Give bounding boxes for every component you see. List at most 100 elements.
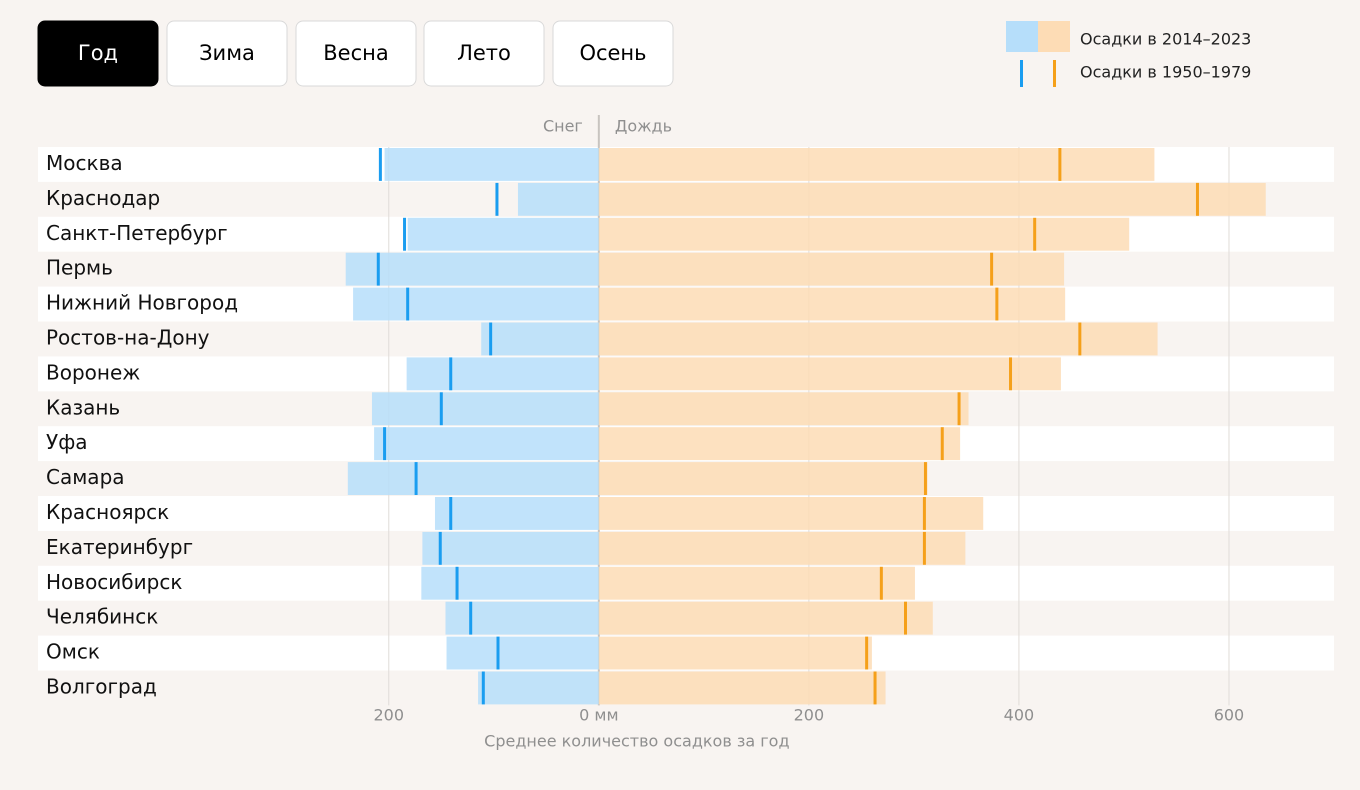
bar bbox=[598, 182, 1266, 216]
category-label: Самара bbox=[46, 465, 125, 489]
past-marker bbox=[481, 671, 485, 705]
past-marker bbox=[469, 601, 473, 635]
bar bbox=[345, 252, 599, 286]
past-marker bbox=[496, 636, 500, 670]
tab-button[interactable] bbox=[552, 20, 674, 87]
bar bbox=[446, 636, 599, 670]
tab-label[interactable]: Год bbox=[78, 41, 118, 65]
category-label: Ростов-на-Дону bbox=[46, 325, 210, 349]
bar bbox=[347, 462, 599, 495]
past-marker bbox=[940, 427, 944, 461]
bar bbox=[598, 427, 961, 461]
tab-label[interactable]: Зима bbox=[199, 41, 255, 65]
bar bbox=[598, 357, 1061, 391]
past-marker bbox=[438, 531, 442, 565]
past-marker bbox=[1033, 217, 1037, 251]
legend-label: Осадки в 2014–2023 bbox=[1080, 30, 1251, 49]
past-marker bbox=[922, 497, 926, 530]
category-label: Уфа bbox=[46, 430, 88, 454]
bar bbox=[406, 357, 599, 391]
x-tick-label: 200 bbox=[374, 706, 405, 725]
tab-button[interactable] bbox=[295, 20, 417, 87]
past-marker bbox=[376, 252, 380, 286]
category-label: Казань bbox=[46, 395, 120, 419]
past-marker bbox=[489, 322, 493, 356]
category-label: Новосибирск bbox=[46, 570, 182, 594]
category-label: Омск bbox=[46, 640, 100, 664]
past-marker bbox=[1078, 322, 1082, 356]
bar bbox=[422, 531, 599, 565]
bar bbox=[371, 392, 599, 426]
legend-swatch bbox=[1038, 21, 1070, 52]
bar bbox=[598, 392, 969, 426]
tab-button[interactable] bbox=[423, 20, 545, 87]
category-label: Нижний Новгород bbox=[46, 291, 238, 315]
x-tick-label: 400 bbox=[1004, 706, 1035, 725]
bar bbox=[421, 566, 599, 600]
past-marker bbox=[1009, 357, 1013, 391]
past-marker bbox=[995, 287, 999, 321]
bar bbox=[478, 671, 599, 705]
bar bbox=[384, 148, 599, 181]
bar bbox=[598, 287, 1066, 321]
x-tick-label: 0 мм bbox=[579, 706, 618, 725]
tab-button[interactable] bbox=[166, 20, 288, 87]
past-marker bbox=[904, 601, 908, 635]
x-axis-title: Среднее количество осадков за год bbox=[484, 732, 789, 751]
bar bbox=[353, 287, 599, 321]
past-marker bbox=[383, 427, 387, 461]
past-marker bbox=[455, 566, 459, 600]
bar bbox=[598, 252, 1065, 286]
bar bbox=[374, 427, 599, 461]
past-marker bbox=[1058, 148, 1062, 181]
bar bbox=[517, 182, 599, 216]
past-marker bbox=[873, 671, 877, 705]
past-marker bbox=[449, 497, 453, 530]
bar bbox=[598, 671, 886, 705]
legend-swatch bbox=[1006, 21, 1038, 52]
bar bbox=[598, 497, 984, 530]
past-marker bbox=[495, 182, 499, 216]
category-label: Пермь bbox=[46, 256, 113, 280]
past-marker bbox=[449, 357, 453, 391]
category-label: Челябинск bbox=[46, 605, 158, 629]
bar bbox=[598, 148, 1155, 181]
bar bbox=[407, 217, 599, 251]
past-marker bbox=[879, 566, 883, 600]
tab-label[interactable]: Весна bbox=[323, 41, 388, 65]
past-marker bbox=[990, 252, 994, 286]
category-label: Волгоград bbox=[46, 674, 157, 698]
category-label: Красноярск bbox=[46, 500, 169, 524]
bar bbox=[598, 217, 1130, 251]
category-label: Воронеж bbox=[46, 360, 140, 384]
category-label: Краснодар bbox=[46, 186, 160, 210]
category-label: Санкт-Петербург bbox=[46, 221, 228, 245]
tab-label[interactable]: Осень bbox=[579, 41, 646, 65]
past-marker bbox=[406, 287, 410, 321]
bar bbox=[598, 322, 1158, 356]
side-label: Снег bbox=[543, 117, 583, 136]
past-marker bbox=[957, 392, 961, 426]
past-marker bbox=[923, 462, 927, 495]
past-marker bbox=[865, 636, 869, 670]
past-marker bbox=[403, 217, 407, 251]
past-marker bbox=[378, 148, 382, 181]
bar bbox=[598, 531, 966, 565]
legend-marker bbox=[1053, 60, 1056, 87]
bar bbox=[481, 322, 599, 356]
category-label: Екатеринбург bbox=[46, 535, 193, 559]
tab-button[interactable] bbox=[37, 20, 159, 87]
side-label: Дождь bbox=[615, 117, 672, 136]
bar bbox=[598, 636, 872, 670]
past-marker bbox=[1195, 182, 1199, 216]
bar bbox=[434, 497, 599, 530]
bar bbox=[598, 566, 915, 600]
x-tick-label: 200 bbox=[794, 706, 825, 725]
legend-marker bbox=[1020, 60, 1023, 87]
category-label: Москва bbox=[46, 151, 123, 175]
legend-label: Осадки в 1950–1979 bbox=[1080, 63, 1251, 82]
bar bbox=[598, 601, 933, 635]
bar bbox=[445, 601, 599, 635]
tab-label[interactable]: Лето bbox=[457, 41, 511, 65]
